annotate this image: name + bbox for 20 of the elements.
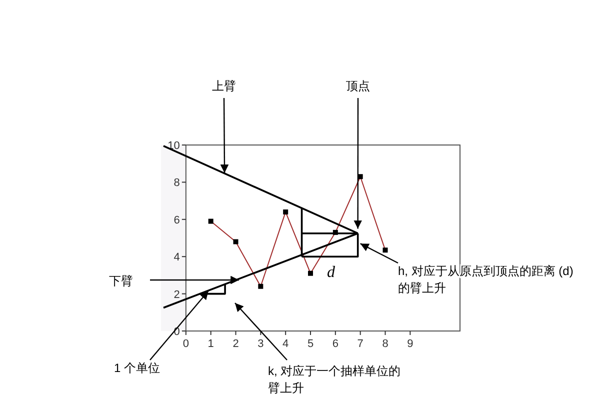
x-tick-label: 2 (232, 338, 239, 350)
y-tick-label: 6 (174, 214, 180, 226)
y-tick-label: 8 (174, 177, 180, 190)
annotation: 上臂 (212, 79, 236, 93)
x-tick-label: 5 (307, 338, 314, 350)
x-tick-label: 0 (182, 338, 189, 350)
y-tick-label: 4 (174, 252, 180, 264)
x-tick-label: 1 (208, 338, 214, 350)
x-tick-label: 8 (382, 338, 388, 350)
x-tick-label: 3 (258, 338, 264, 350)
annotation: 顶点 (346, 79, 370, 93)
x-tick-label: 7 (357, 338, 364, 350)
annotation: 1 个单位 (114, 361, 160, 375)
text: k, 对应于一个抽样单位的臂上升 (268, 364, 401, 395)
x-tick-label: 9 (407, 338, 414, 350)
text: 下臂 (109, 274, 133, 288)
x-tick-label: 6 (332, 338, 338, 350)
y-tick-label: 2 (174, 288, 180, 301)
x-tick-label: 4 (282, 338, 289, 350)
annotation: d (327, 264, 336, 281)
